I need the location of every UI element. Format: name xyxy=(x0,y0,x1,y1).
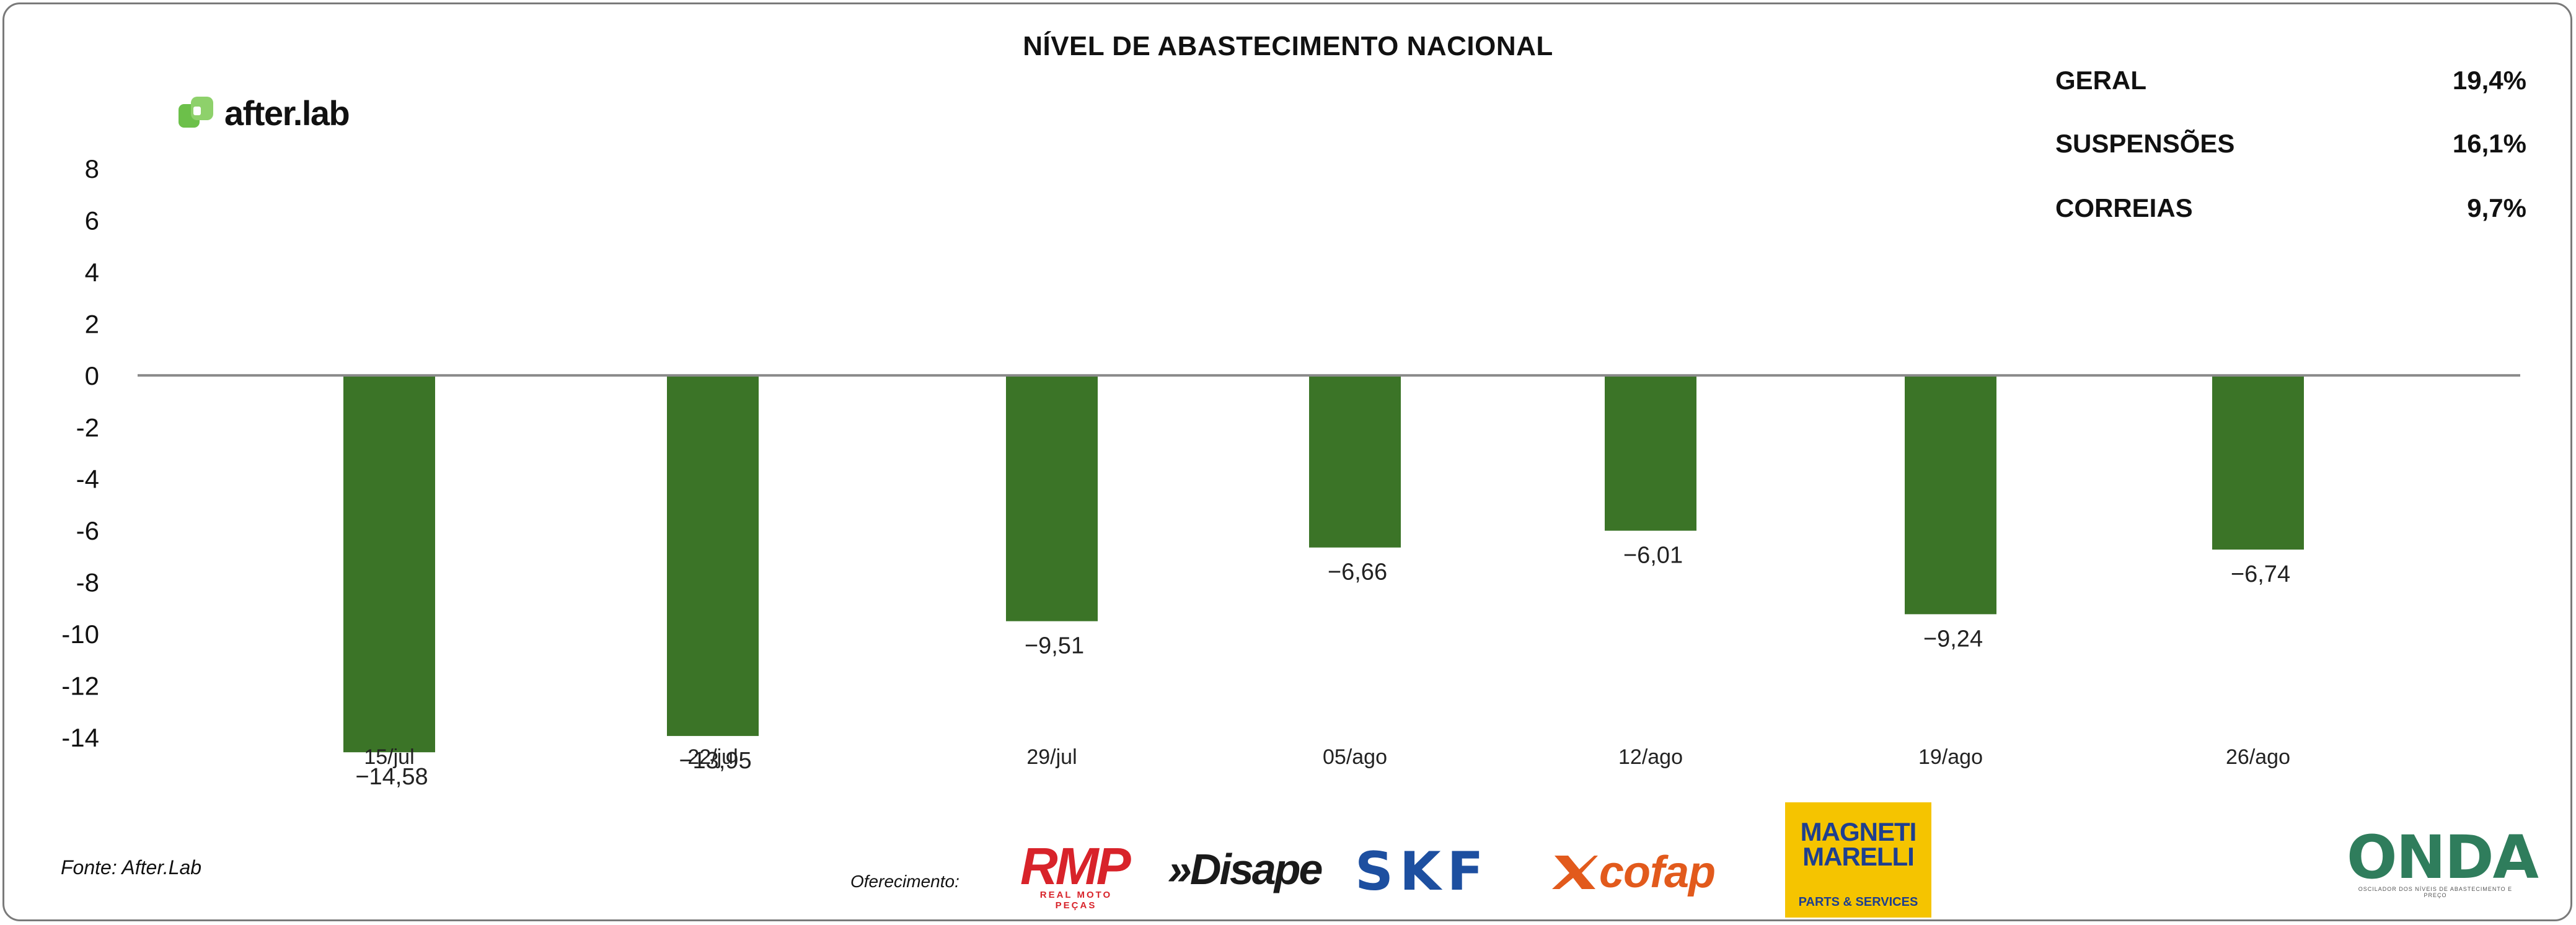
x-tick-label: 15/jul xyxy=(364,745,414,769)
x-tick-label: 29/jul xyxy=(1026,745,1077,769)
skf-wordmark: SKF xyxy=(1355,841,1490,903)
magneti-wordmark: MAGNETI MARELLI xyxy=(1800,817,1917,871)
bar xyxy=(1006,375,1098,621)
source-note: Fonte: After.Lab xyxy=(61,856,202,879)
x-tick-label: 26/ago xyxy=(2226,745,2290,769)
chart-title: NÍVEL DE ABASTECIMENTO NACIONAL xyxy=(1023,31,1553,61)
stat-geral-value: 19,4% xyxy=(2452,66,2526,95)
disape-logo: »Disape xyxy=(1168,841,1335,897)
onda-logo: ONDA OSCILADOR DOS NÍVEIS DE ABASTECIMEN… xyxy=(2347,823,2539,898)
x-tick-label: 22/jul xyxy=(687,745,738,769)
bar-chart: 8 6 4 2 0 -2 -4 -6 -8 -10 -12 -14 15/jul 22/jul 29/ju… xyxy=(61,154,2520,791)
data-labels: −14,58 −13,95 −9,51 −6,66 −6,01 −9,24 −6,74 xyxy=(355,543,2290,791)
bar xyxy=(1905,375,1996,615)
data-label: −13,95 xyxy=(679,748,751,774)
rmp-wordmark: RMP xyxy=(1020,837,1131,895)
sponsor-label: Oferecimento: xyxy=(850,872,959,891)
data-label: −9,51 xyxy=(1025,633,1084,659)
data-label: −6,66 xyxy=(1328,559,1387,585)
cofap-wordmark: cofap xyxy=(1599,848,1716,897)
bar xyxy=(1309,375,1401,548)
magneti-subtitle: PARTS & SERVICES xyxy=(1798,895,1918,909)
y-tick-label: -12 xyxy=(61,672,99,701)
disape-wordmark: »Disape xyxy=(1168,845,1323,893)
y-tick-label: 8 xyxy=(85,154,99,183)
bar xyxy=(343,375,435,753)
x-axis: 15/jul 22/jul 29/jul 05/ago 12/ago 19/ago 26/a… xyxy=(364,745,2290,769)
rmp-logo: RMP REAL MOTO PEÇAS xyxy=(1020,837,1144,911)
data-label: −6,01 xyxy=(1623,543,1683,569)
bar xyxy=(667,375,759,736)
stat-suspensoes-value: 16,1% xyxy=(2452,129,2526,158)
cofap-x-icon xyxy=(1552,856,1598,889)
y-tick-label: -2 xyxy=(76,413,99,442)
data-label: −6,74 xyxy=(2231,561,2290,587)
y-tick-label: -4 xyxy=(76,465,99,494)
x-tick-label: 19/ago xyxy=(1918,745,1983,769)
y-tick-label: 4 xyxy=(85,258,99,287)
afterlab-wordmark: after.lab xyxy=(224,93,350,133)
rmp-subtitle: REAL MOTO PEÇAS xyxy=(1039,890,1113,911)
y-tick-label: 2 xyxy=(85,309,99,338)
afterlab-logo: after.lab xyxy=(176,93,350,133)
bar xyxy=(1605,375,1696,531)
y-tick-label: -8 xyxy=(76,568,99,597)
stat-geral-label: GERAL xyxy=(2055,66,2146,95)
stat-suspensoes-label: SUSPENSÕES xyxy=(2055,129,2235,158)
x-tick-label: 05/ago xyxy=(1323,745,1387,769)
y-tick-label: -14 xyxy=(61,723,99,752)
x-tick-label: 12/ago xyxy=(1618,745,1683,769)
data-label: −14,58 xyxy=(355,764,428,790)
y-axis: 8 6 4 2 0 -2 -4 -6 -8 -10 -12 -14 xyxy=(61,154,99,752)
y-tick-label: 6 xyxy=(85,206,99,235)
cofap-logo: cofap xyxy=(1550,846,1758,898)
skf-logo: SKF xyxy=(1355,841,1531,903)
onda-subtitle: OSCILADOR DOS NÍVEIS DE ABASTECIMENTO E … xyxy=(2358,886,2513,898)
stat-correias-value: 9,7% xyxy=(2467,193,2526,222)
bar xyxy=(2212,375,2304,550)
bar-series xyxy=(343,375,2304,753)
y-tick-label: -6 xyxy=(76,516,99,545)
afterlab-mark-icon xyxy=(179,97,213,128)
magneti-marelli-logo: MAGNETI MARELLI PARTS & SERVICES xyxy=(1785,802,1931,918)
stat-correias-label: CORREIAS xyxy=(2055,193,2193,222)
data-label: −9,24 xyxy=(1923,626,1983,652)
y-tick-label: 0 xyxy=(85,361,99,390)
y-tick-label: -10 xyxy=(61,620,99,649)
onda-wordmark: ONDA xyxy=(2347,823,2539,892)
